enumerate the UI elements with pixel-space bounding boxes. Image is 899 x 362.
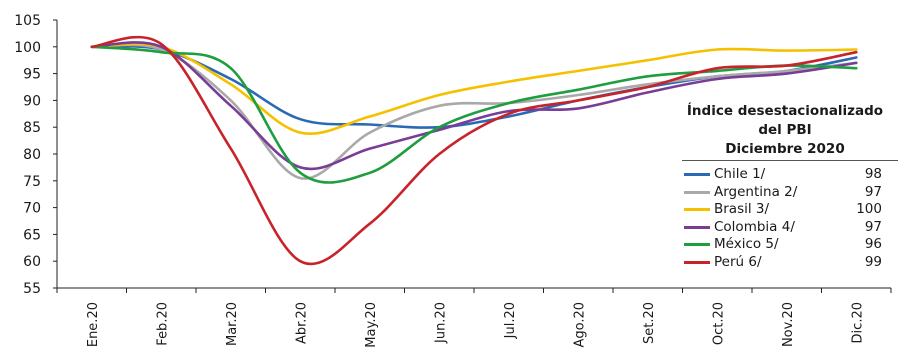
x-tick-label: Jul.20 [503, 302, 518, 339]
x-tick-label: Ago.20 [572, 302, 587, 348]
legend-title-line-1: Índice desestacionalizado [686, 103, 884, 119]
legend-item: Brasil 3/100 [684, 200, 882, 218]
x-tick-label: Jun.20 [433, 302, 448, 344]
y-tick-label: 95 [23, 67, 41, 83]
legend-swatch [684, 225, 710, 229]
y-tick-label: 60 [23, 254, 41, 270]
legend-series-name: Argentina 2/ [714, 183, 798, 200]
legend-divider [682, 160, 898, 161]
legend-item: Perú 6/99 [684, 253, 882, 271]
x-tick-label: May.20 [364, 302, 379, 348]
x-tick-label: Nov.20 [781, 302, 796, 347]
legend-title-line-3: Diciembre 2020 [725, 141, 845, 157]
x-tick-label: Dic.20 [850, 302, 865, 343]
legend-series-name: Colombia 4/ [714, 218, 795, 235]
series-lines [90, 35, 858, 266]
x-tick-label: Set.20 [642, 302, 657, 344]
legend-swatch [684, 190, 710, 194]
legend-series-value: 97 [864, 183, 882, 200]
y-tick-label: 70 [23, 201, 41, 217]
x-tick-label: Mar.20 [225, 302, 240, 346]
legend-swatch [684, 260, 710, 264]
legend-series-value: 96 [864, 236, 882, 252]
x-tick-label: Ene.20 [86, 302, 101, 347]
series-line-4 [90, 45, 858, 184]
legend-series-value: 99 [864, 253, 882, 270]
y-tick-label: 105 [14, 13, 41, 29]
legend-series-name: México 5/ [714, 236, 779, 252]
y-tick-label: 90 [23, 93, 41, 109]
legend-title-line-2: del PBI [758, 122, 812, 138]
series-line-1 [90, 43, 858, 180]
series-line-2 [90, 42, 858, 135]
legend-title: Índice desestacionalizado del PBI Diciem… [672, 102, 898, 159]
series-line-3 [90, 41, 858, 171]
x-tick-label: Oct.20 [711, 302, 726, 345]
legend-swatch [684, 243, 710, 246]
x-tick-label: Feb.20 [155, 302, 170, 346]
y-tick-label: 75 [23, 174, 41, 190]
legend-series-value: 97 [864, 218, 882, 235]
legend-series-name: Chile 1/ [714, 166, 766, 182]
legend-swatch [684, 173, 710, 176]
legend-swatch [684, 208, 710, 211]
legend-series-value: 100 [856, 201, 882, 217]
legend-item: Colombia 4/97 [684, 218, 882, 236]
legend-series-value: 98 [864, 166, 882, 182]
legend-item: Argentina 2/97 [684, 183, 882, 201]
y-axis-ticks: 55 60 65 70 75 80 85 90 95 100 105 [14, 13, 57, 297]
y-tick-label: 55 [23, 281, 41, 297]
y-tick-label: 65 [23, 227, 41, 243]
x-tick-label: Abr.20 [294, 302, 309, 344]
y-tick-label: 100 [14, 40, 41, 56]
legend-series-name: Brasil 3/ [714, 201, 770, 217]
legend-series-name: Perú 6/ [714, 253, 762, 270]
series-line-5 [90, 35, 858, 266]
y-tick-label: 80 [23, 147, 41, 163]
y-tick-label: 85 [23, 120, 41, 136]
legend-item: México 5/96 [684, 235, 882, 253]
x-axis-ticks: Ene.20 Feb.20 Mar.20 Abr.20 May.20 Jun.20 Jul.… [56, 288, 892, 348]
legend-item: Chile 1/98 [684, 165, 882, 183]
